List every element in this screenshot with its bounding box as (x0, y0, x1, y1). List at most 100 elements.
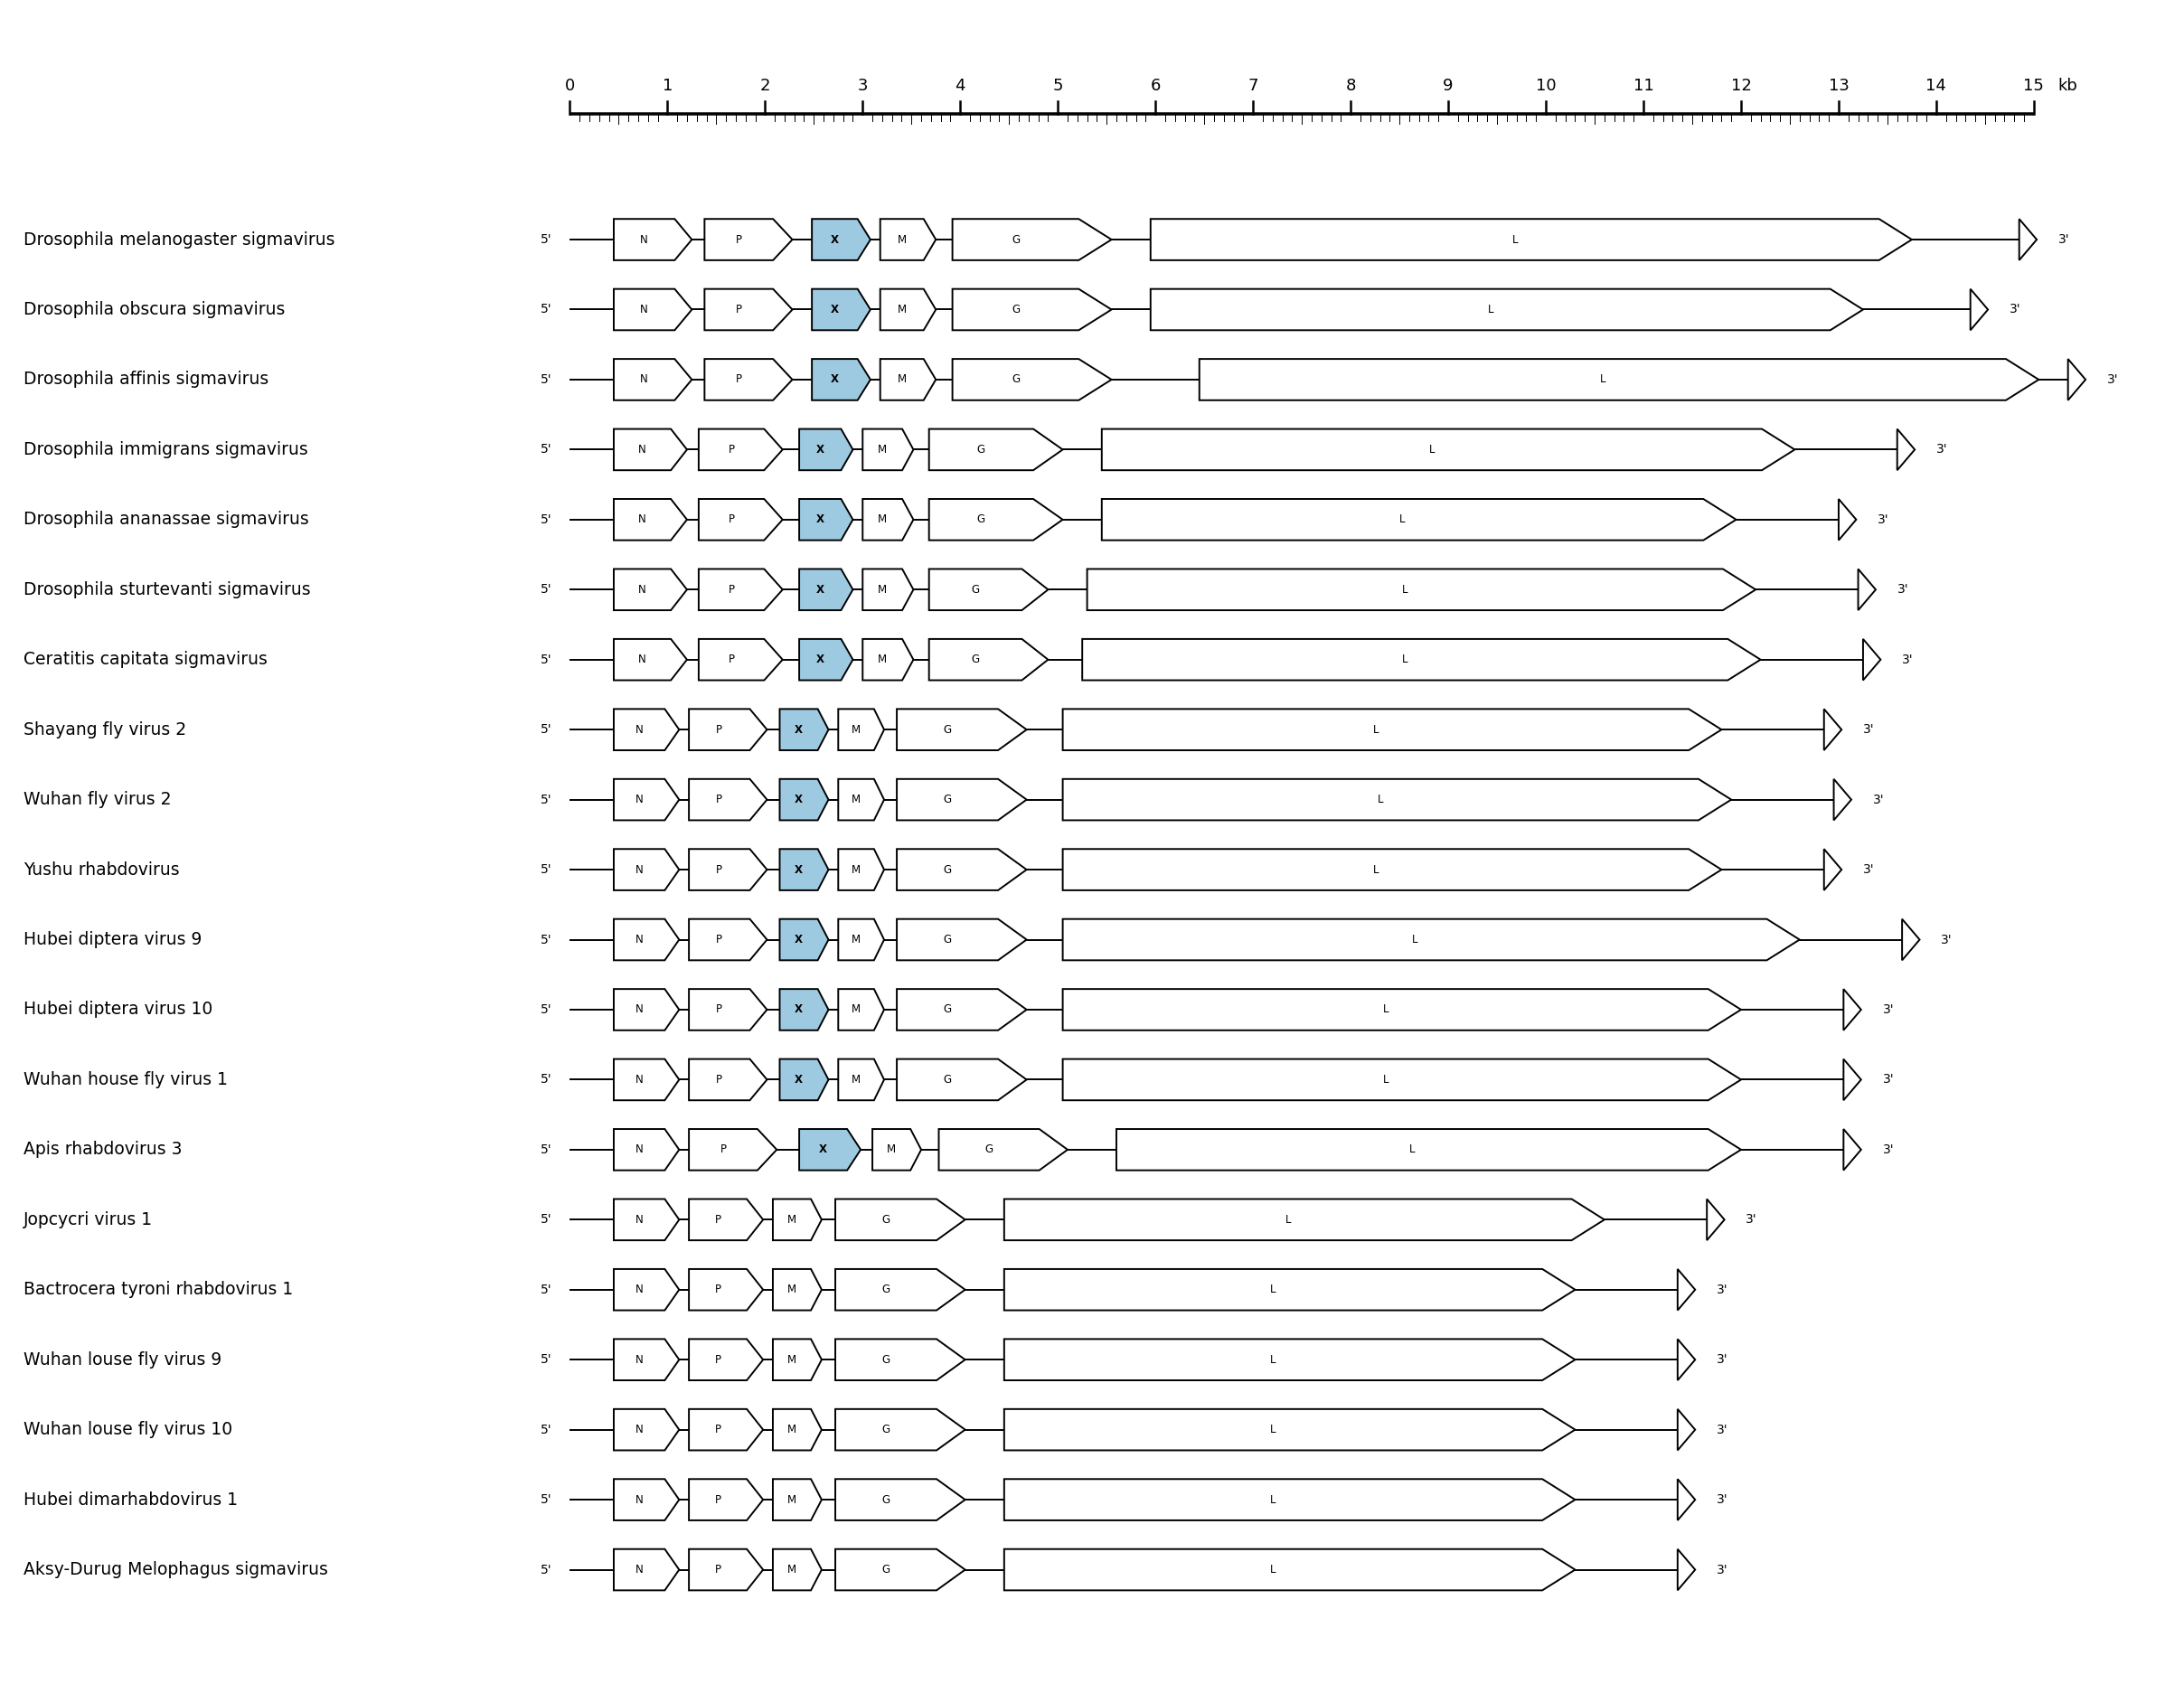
Text: N: N (636, 1283, 644, 1295)
Text: N: N (636, 1143, 644, 1155)
Text: Wuhan house fly virus 1: Wuhan house fly virus 1 (24, 1071, 227, 1088)
Polygon shape (688, 849, 767, 891)
Text: 11: 11 (1634, 77, 1653, 94)
Text: Drosophila sturtevanti sigmavirus: Drosophila sturtevanti sigmavirus (24, 581, 310, 598)
Polygon shape (705, 359, 793, 401)
Polygon shape (1199, 359, 2038, 401)
Text: M: M (887, 1143, 895, 1155)
Polygon shape (898, 780, 1026, 820)
Text: Wuhan louse fly virus 10: Wuhan louse fly virus 10 (24, 1421, 232, 1438)
Text: kb: kb (2057, 77, 2077, 94)
Text: 3: 3 (858, 77, 867, 94)
Text: L: L (1411, 933, 1417, 945)
Polygon shape (1064, 780, 1732, 820)
Polygon shape (614, 359, 692, 401)
Text: Drosophila melanogaster sigmavirus: Drosophila melanogaster sigmavirus (24, 231, 334, 248)
Polygon shape (688, 1128, 778, 1170)
Text: 5': 5' (542, 1563, 553, 1576)
Text: P: P (736, 303, 743, 315)
Text: 5': 5' (542, 443, 553, 456)
Text: P: P (736, 234, 743, 246)
Text: X: X (830, 374, 839, 386)
Text: 3': 3' (2009, 303, 2020, 317)
Polygon shape (688, 1410, 762, 1450)
Text: Drosophila affinis sigmavirus: Drosophila affinis sigmavirus (24, 370, 269, 389)
Text: P: P (727, 443, 734, 455)
Text: N: N (636, 1564, 644, 1576)
Text: M: M (852, 933, 860, 945)
Text: G: G (985, 1143, 994, 1155)
Text: 5': 5' (542, 1073, 553, 1086)
Polygon shape (863, 638, 913, 680)
Text: 2: 2 (760, 77, 771, 94)
Text: X: X (817, 584, 823, 596)
Text: G: G (972, 653, 981, 665)
Text: N: N (638, 443, 646, 455)
Polygon shape (1863, 638, 1880, 680)
Text: 5': 5' (542, 933, 553, 946)
Text: P: P (716, 933, 723, 945)
Polygon shape (799, 569, 854, 610)
Polygon shape (952, 219, 1112, 261)
Polygon shape (614, 780, 679, 820)
Text: M: M (878, 514, 887, 525)
Text: P: P (714, 1564, 721, 1576)
Text: L: L (1271, 1494, 1275, 1505)
Polygon shape (773, 1479, 821, 1521)
Text: 8: 8 (1345, 77, 1356, 94)
Text: P: P (714, 1423, 721, 1435)
Polygon shape (1843, 1059, 1861, 1100)
Polygon shape (780, 989, 828, 1031)
Text: 14: 14 (1926, 77, 1946, 94)
Text: Ceratitis capitata sigmavirus: Ceratitis capitata sigmavirus (24, 652, 266, 669)
Polygon shape (688, 1059, 767, 1100)
Polygon shape (812, 290, 871, 330)
Text: 5': 5' (542, 1354, 553, 1366)
Polygon shape (614, 989, 679, 1031)
Text: N: N (636, 864, 644, 876)
Text: P: P (727, 584, 734, 596)
Text: M: M (786, 1494, 797, 1505)
Polygon shape (834, 1339, 965, 1381)
Polygon shape (1101, 498, 1736, 541)
Text: X: X (817, 653, 823, 665)
Text: 5': 5' (542, 514, 553, 525)
Polygon shape (699, 569, 782, 610)
Text: M: M (852, 1004, 860, 1015)
Polygon shape (898, 849, 1026, 891)
Text: M: M (898, 303, 906, 315)
Text: L: L (1284, 1214, 1291, 1226)
Polygon shape (780, 780, 828, 820)
Polygon shape (2068, 359, 2086, 401)
Polygon shape (614, 1410, 679, 1450)
Text: 13: 13 (1828, 77, 1850, 94)
Text: Drosophila obscura sigmavirus: Drosophila obscura sigmavirus (24, 301, 284, 318)
Text: P: P (714, 1214, 721, 1226)
Polygon shape (699, 429, 782, 470)
Polygon shape (1839, 498, 1856, 541)
Polygon shape (1824, 849, 1841, 891)
Text: X: X (795, 724, 804, 736)
Polygon shape (699, 498, 782, 541)
Polygon shape (1970, 290, 1987, 330)
Polygon shape (780, 1059, 828, 1100)
Text: 3': 3' (2108, 374, 2118, 386)
Text: X: X (830, 303, 839, 315)
Polygon shape (614, 429, 688, 470)
Text: P: P (736, 374, 743, 386)
Polygon shape (1898, 429, 1915, 470)
Text: 6: 6 (1151, 77, 1160, 94)
Text: M: M (898, 374, 906, 386)
Text: 3': 3' (1883, 1004, 1894, 1015)
Text: 3': 3' (1942, 933, 1952, 946)
Text: N: N (636, 1494, 644, 1505)
Polygon shape (614, 290, 692, 330)
Text: L: L (1428, 443, 1435, 455)
Polygon shape (780, 919, 828, 960)
Polygon shape (688, 919, 767, 960)
Text: G: G (882, 1283, 891, 1295)
Polygon shape (773, 1410, 821, 1450)
Text: L: L (1487, 303, 1494, 315)
Text: 5': 5' (542, 653, 553, 665)
Polygon shape (928, 638, 1048, 680)
